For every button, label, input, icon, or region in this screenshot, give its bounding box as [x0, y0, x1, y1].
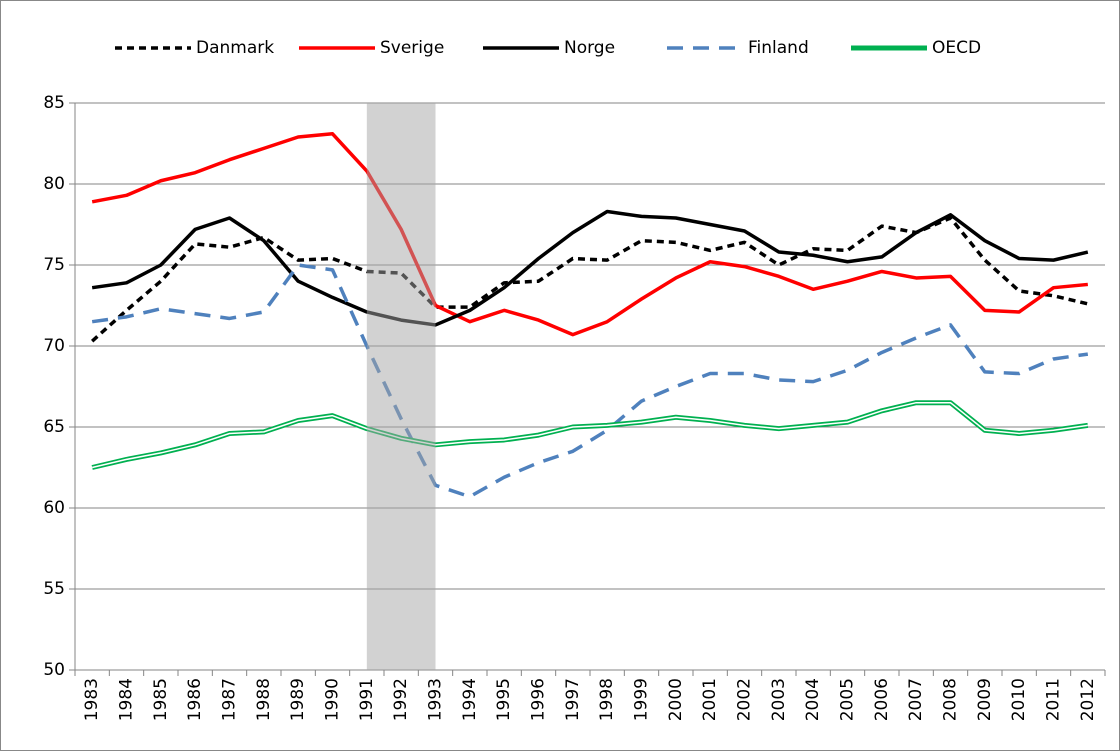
- x-tick-label: 2006: [872, 678, 892, 721]
- y-tick-label: 55: [43, 579, 65, 599]
- x-tick-label: 1985: [151, 678, 171, 721]
- legend-label: Danmark: [196, 38, 274, 58]
- x-tick-label: 1998: [597, 678, 617, 721]
- y-tick-label: 65: [43, 417, 65, 437]
- x-tick-label: 1996: [529, 678, 549, 721]
- x-tick-label: 2003: [769, 678, 789, 721]
- series-line: [91, 132, 1088, 337]
- x-tick-label: 1995: [494, 678, 514, 721]
- highlight-band: [366, 103, 436, 670]
- x-tick-label: 1983: [82, 678, 102, 721]
- x-tick-label: 1992: [391, 678, 411, 721]
- x-tick-label: 1993: [426, 678, 446, 721]
- y-tick-label: 75: [43, 255, 65, 275]
- x-tick-label: 1988: [254, 678, 274, 721]
- y-tick-label: 60: [43, 498, 65, 518]
- x-tick-label: 1984: [117, 678, 137, 721]
- x-tick-label: 2004: [803, 678, 823, 721]
- series-line-inner: [91, 401, 1088, 469]
- x-tick-label: 1989: [288, 678, 308, 721]
- x-tick-label: 1997: [563, 678, 583, 721]
- x-tick-label: 1991: [357, 678, 377, 721]
- x-tick-label: 1999: [632, 678, 652, 721]
- legend-label: Sverige: [380, 38, 444, 58]
- x-tick-label: 2008: [941, 678, 961, 721]
- x-tick-label: 2011: [1044, 678, 1064, 721]
- y-tick-label: 70: [43, 336, 65, 356]
- x-tick-label: 2012: [1078, 678, 1098, 721]
- y-tick-label: 80: [43, 174, 65, 194]
- x-tick-label: 2001: [700, 678, 720, 721]
- series-line: [91, 263, 1089, 499]
- y-tick-label: 50: [43, 660, 65, 680]
- y-tick-label: 85: [43, 93, 65, 113]
- x-tick-label: 2009: [975, 678, 995, 721]
- x-tick-label: 1986: [185, 678, 205, 721]
- x-tick-label: 2002: [735, 678, 755, 721]
- legend-label: OECD: [932, 38, 981, 58]
- series-line: [90, 216, 1089, 343]
- x-tick-label: 2000: [666, 678, 686, 721]
- x-tick-label: 2010: [1009, 678, 1029, 721]
- x-tick-label: 2005: [838, 678, 858, 721]
- x-tick-label: 2007: [906, 678, 926, 721]
- legend-label: Norge: [564, 38, 615, 58]
- x-tick-label: 1987: [220, 678, 240, 721]
- series-line: [91, 209, 1089, 327]
- legend-label: Finland: [748, 38, 809, 58]
- x-tick-label: 1994: [460, 678, 480, 721]
- x-tick-label: 1990: [323, 678, 343, 721]
